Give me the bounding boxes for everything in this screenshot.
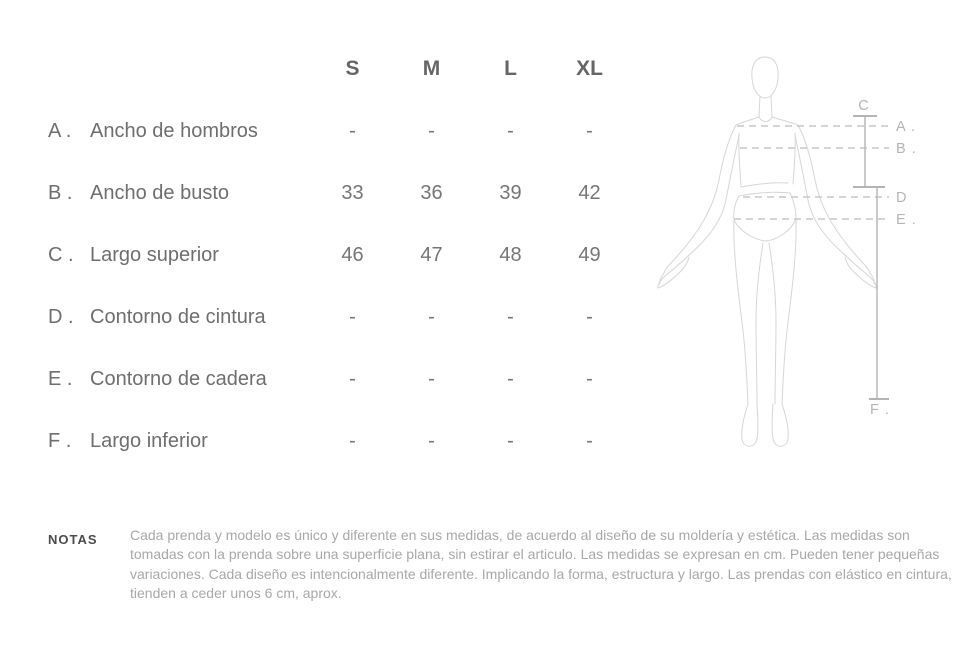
bracket-c-largo-superior — [853, 115, 885, 188]
cell-value: - — [428, 367, 435, 390]
mannequin-measurement-diagram: C A . B . D E . F . — [657, 56, 917, 447]
row-label: Ancho de hombros — [90, 119, 258, 142]
cell-value: - — [586, 367, 593, 390]
cell-value: - — [428, 119, 435, 142]
table-row-b: B . Ancho de busto 33 36 39 42 — [48, 162, 608, 224]
cell-value: - — [428, 429, 435, 452]
figure-label-b: B . — [896, 141, 917, 157]
cell-value: - — [507, 305, 514, 328]
cell-value: - — [349, 429, 356, 452]
row-label: Contorno de cintura — [90, 305, 266, 328]
cell-value: 46 — [341, 243, 364, 266]
table-row-a: A . Ancho de hombros - - - - — [48, 100, 608, 162]
row-letter: A . — [48, 119, 72, 142]
bracket-f-largo-inferior — [869, 187, 889, 400]
size-table-header: S M L XL — [48, 44, 608, 94]
cell-value: - — [586, 305, 593, 328]
mannequin-outline — [657, 56, 877, 447]
row-letter: E . — [48, 367, 73, 390]
cell-value: 36 — [420, 181, 443, 204]
cell-value: - — [349, 305, 356, 328]
notes-text: Cada prenda y modelo es único y diferent… — [130, 527, 952, 601]
cell-value: - — [349, 367, 356, 390]
figure-label-a: A . — [896, 119, 916, 135]
cell-value: 47 — [420, 243, 443, 266]
table-row-f: F . Largo inferior - - - - — [48, 410, 608, 472]
measurement-dashed-lines — [734, 125, 889, 220]
row-letter: B . — [48, 181, 73, 204]
column-header-s: S — [345, 57, 360, 80]
figure-label-c: C — [858, 98, 869, 114]
cell-value: - — [507, 367, 514, 390]
table-row-e: E . Contorno de cadera - - - - — [48, 348, 608, 410]
cell-value: - — [586, 119, 593, 142]
cell-value: 33 — [341, 181, 364, 204]
row-letter: C . — [48, 243, 74, 266]
row-label: Contorno de cadera — [90, 367, 267, 390]
column-header-xl: XL — [576, 57, 603, 80]
cell-value: - — [507, 119, 514, 142]
cell-value: 39 — [499, 181, 522, 204]
cell-value: 48 — [499, 243, 522, 266]
figure-label-e: E . — [896, 212, 917, 228]
cell-value: - — [349, 119, 356, 142]
row-label: Ancho de busto — [90, 181, 229, 204]
figure-label-f: F . — [870, 402, 890, 418]
cell-value: 49 — [578, 243, 601, 266]
size-table-body: A . Ancho de hombros - - - - B . Ancho d… — [48, 100, 608, 472]
figure-label-d: D — [896, 190, 907, 206]
row-label: Largo superior — [90, 243, 219, 266]
cell-value: 42 — [578, 181, 601, 204]
table-row-c: C . Largo superior 46 47 48 49 — [48, 224, 608, 286]
row-letter: D . — [48, 305, 74, 328]
notes-label: NOTAS — [48, 532, 98, 547]
cell-value: - — [428, 305, 435, 328]
cell-value: - — [586, 429, 593, 452]
row-label: Largo inferior — [90, 429, 208, 452]
cell-value: - — [507, 429, 514, 452]
table-row-d: D . Contorno de cintura - - - - — [48, 286, 608, 348]
size-table: S M L XL A . Ancho de hombros - - - - B … — [48, 44, 608, 472]
column-header-l: L — [504, 57, 517, 80]
column-header-m: M — [422, 57, 441, 80]
row-letter: F . — [48, 429, 72, 452]
